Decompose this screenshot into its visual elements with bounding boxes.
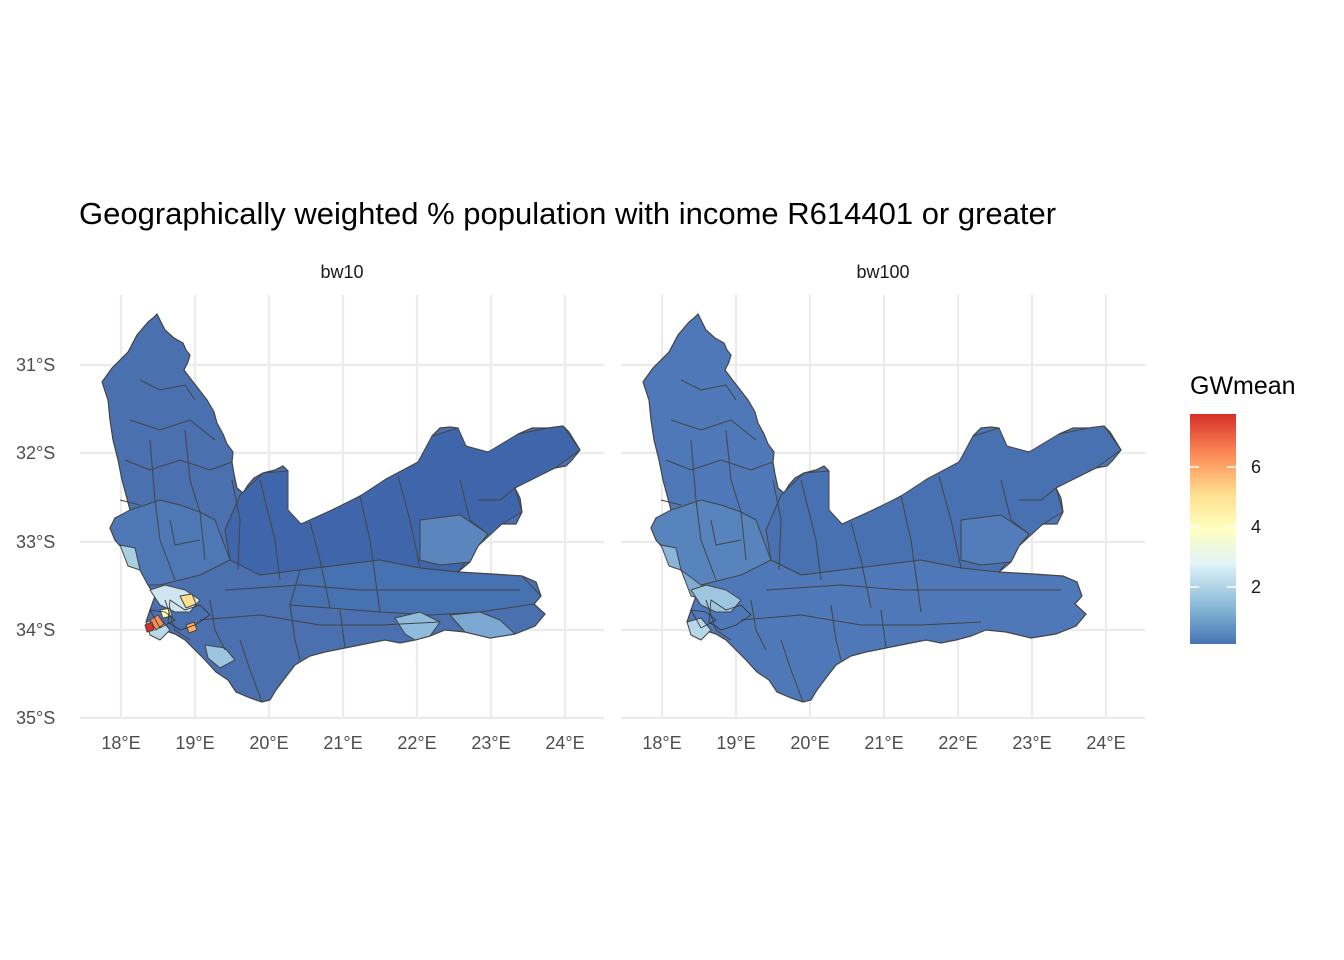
facet-label-bw10: bw10 bbox=[320, 262, 364, 282]
region bbox=[686, 617, 712, 641]
x-tick-label: 22°E bbox=[938, 733, 978, 753]
region bbox=[179, 593, 197, 609]
x-tick-label: 20°E bbox=[790, 733, 830, 753]
x-tick-label: 23°E bbox=[1012, 733, 1052, 753]
map-panel-bw10 bbox=[101, 313, 581, 703]
region bbox=[204, 644, 236, 669]
legend-title: GWmean bbox=[1190, 372, 1296, 400]
map-panel-bw100 bbox=[642, 313, 1122, 703]
region bbox=[419, 514, 489, 566]
x-tick-label: 21°E bbox=[323, 733, 363, 753]
region bbox=[394, 611, 441, 641]
y-tick-label: 34°S bbox=[16, 620, 56, 640]
x-tick-label: 20°E bbox=[249, 733, 289, 753]
legend-tick-marks bbox=[1190, 466, 1236, 588]
x-tick-label: 24°E bbox=[545, 733, 585, 753]
region bbox=[224, 425, 581, 576]
y-tick-label: 35°S bbox=[16, 708, 56, 728]
region bbox=[289, 559, 542, 616]
x-tick-label: 22°E bbox=[397, 733, 437, 753]
region bbox=[119, 544, 141, 571]
region bbox=[144, 621, 155, 633]
x-tick-label: 23°E bbox=[471, 733, 511, 753]
region bbox=[449, 611, 516, 639]
y-tick-label: 31°S bbox=[16, 355, 56, 375]
region bbox=[660, 544, 682, 571]
x-tick-label: 18°E bbox=[642, 733, 682, 753]
x-tick-label: 24°E bbox=[1086, 733, 1126, 753]
region bbox=[690, 584, 742, 613]
legend-tick-label: 2 bbox=[1251, 577, 1262, 597]
x-tick-label: 21°E bbox=[864, 733, 904, 753]
y-tick-label: 32°S bbox=[16, 443, 56, 463]
y-tick-label: 33°S bbox=[16, 532, 56, 552]
district-boundaries bbox=[119, 379, 520, 703]
legend-tick-label: 4 bbox=[1251, 517, 1262, 537]
legend-colorbar bbox=[1190, 414, 1236, 644]
region bbox=[960, 514, 1030, 566]
x-tick-label: 19°E bbox=[175, 733, 215, 753]
chart-title: Geographically weighted % population wit… bbox=[79, 196, 1057, 231]
region bbox=[185, 621, 198, 634]
legend-tick-label: 6 bbox=[1251, 457, 1262, 477]
x-tick-label: 19°E bbox=[716, 733, 756, 753]
district-boundaries bbox=[660, 379, 1061, 703]
x-tick-label: 18°E bbox=[101, 733, 141, 753]
region bbox=[765, 425, 1122, 576]
facet-label-bw100: bw100 bbox=[856, 262, 910, 282]
